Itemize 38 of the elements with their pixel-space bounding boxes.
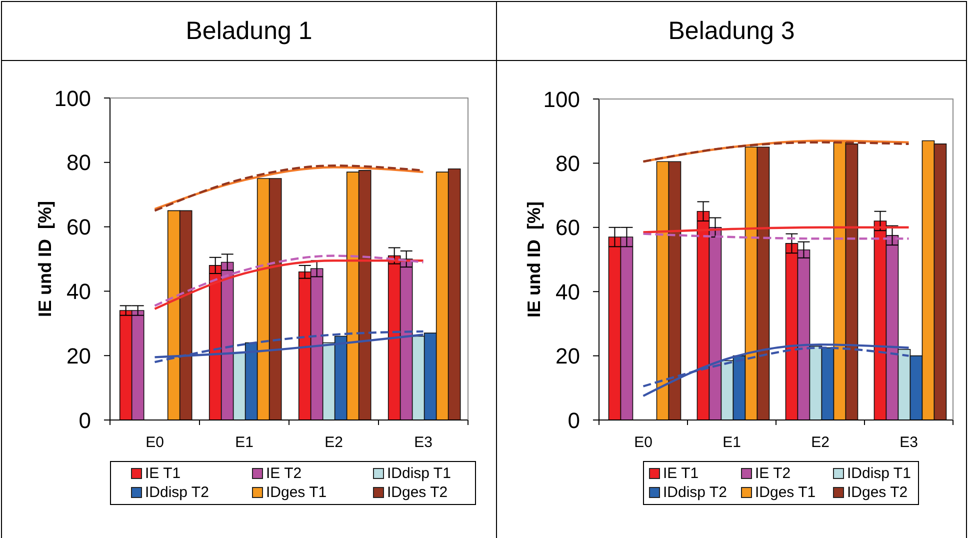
y-tick-label: 0 [568,408,580,433]
y-tick-label: 40 [66,279,91,304]
y-tick-label: 60 [66,214,91,240]
x-tick-label: E1 [722,434,741,451]
y-tick-label: 80 [556,151,580,176]
y-tick-label: 60 [556,215,580,240]
x-tick-label: E2 [811,434,830,451]
y-tick-label: 100 [54,86,91,111]
y-tick-label: 20 [556,344,580,369]
legend-label: IDges T1 [266,484,327,502]
x-tick-label: E3 [414,434,432,451]
legend-label: IDdisp T2 [145,484,209,502]
y-tick-label: 100 [543,86,580,112]
line-series [154,330,424,364]
y-axis-title: IE und ID [%] [35,201,55,317]
x-tick-label: E3 [900,434,918,451]
x-tick-label: E0 [634,434,652,451]
legend-label: IE T2 [755,464,791,482]
line-series [642,343,910,398]
chart-title: Beladung 3 [668,16,795,46]
legend-label: IDdisp T1 [847,464,911,482]
legend-label: IE T1 [663,464,699,482]
x-tick-label: E2 [324,434,343,451]
legend-label: IDges T2 [847,484,908,502]
legend-label: IE T2 [266,464,302,482]
y-tick-label: 0 [78,408,91,433]
y-tick-label: 40 [556,279,580,304]
y-axis-title: IE und ID [%] [524,202,544,318]
legend-label: IDdisp T2 [663,484,727,502]
y-tick-label: 80 [66,150,91,176]
legend-label: IE T1 [145,464,181,482]
chart-title: Beladung 1 [186,16,312,46]
legend-label: IDdisp T1 [387,464,451,482]
x-tick-label: E1 [235,434,254,451]
y-tick-label: 20 [66,343,91,368]
legend-label: IDges T1 [755,484,816,502]
x-tick-label: E0 [146,434,164,451]
legend-label: IDges T2 [387,484,448,502]
